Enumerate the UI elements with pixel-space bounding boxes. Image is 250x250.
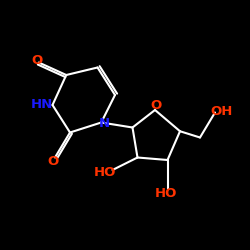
Text: O: O	[150, 99, 162, 112]
Text: O: O	[47, 155, 58, 168]
Text: HO: HO	[155, 187, 178, 200]
Text: OH: OH	[211, 105, 233, 118]
Text: N: N	[99, 117, 110, 130]
Text: O: O	[32, 54, 43, 66]
Text: HO: HO	[94, 166, 116, 179]
Text: HN: HN	[31, 98, 53, 112]
